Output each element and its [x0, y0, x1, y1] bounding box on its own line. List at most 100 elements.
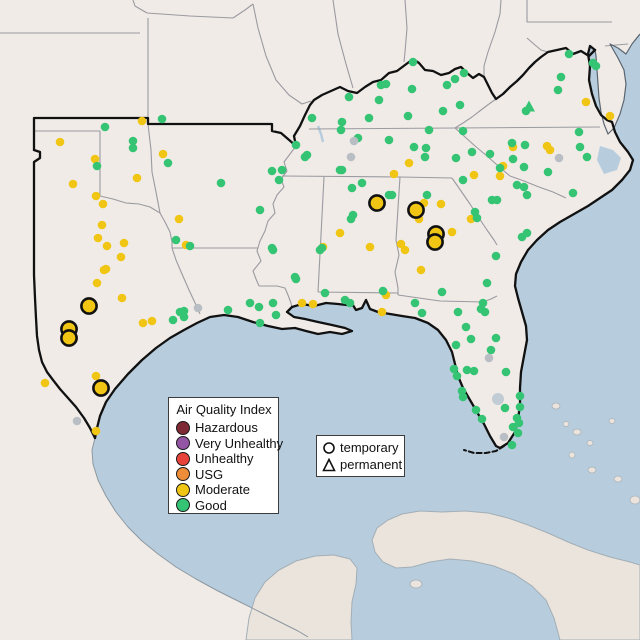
aqi-legend-item-label: Good: [195, 497, 227, 513]
station-marker-dot-moderate: [469, 170, 479, 180]
station-marker-dot-good: [408, 57, 418, 67]
station-marker-dot-moderate: [436, 199, 446, 209]
station-marker-dot-good: [291, 274, 301, 284]
aqi-legend-item: Hazardous: [176, 420, 272, 436]
station-marker-dot-good: [175, 307, 185, 317]
stations-layer: [40, 49, 615, 450]
station-marker-dot-good: [500, 403, 510, 413]
station-marker-dot-good: [556, 72, 566, 82]
aqi-swatch-icon: [176, 482, 190, 497]
station-marker-dot-good: [417, 308, 427, 318]
station-marker-dot-moderate: [55, 137, 65, 147]
station-marker-dot-good: [520, 140, 530, 150]
station-marker-dot-na: [499, 432, 509, 442]
station-marker-dot-good: [268, 298, 278, 308]
station-marker-dot-good: [267, 166, 277, 176]
aqi-legend: Air Quality Index Hazardous Very Unhealth…: [168, 397, 283, 514]
aqi-legend-item: Moderate: [176, 482, 272, 498]
pamlico-sound: [597, 146, 621, 174]
station-marker-dot-good: [245, 298, 255, 308]
station-marker-dot-good: [300, 152, 310, 162]
station-marker-dot-good: [403, 111, 413, 121]
aqi-swatch-icon: [176, 420, 190, 435]
station-marker-dot-good: [513, 428, 523, 438]
station-marker-dot-good: [337, 117, 347, 127]
station-marker-dot-moderate: [147, 316, 157, 326]
station-marker-dot-moderate: [138, 318, 148, 328]
aqi-legend-item-label: Moderate: [195, 482, 250, 498]
station-marker-dot-good: [410, 298, 420, 308]
station-marker-dot-good: [543, 167, 553, 177]
station-marker-circle-lg-moderate: [80, 297, 98, 315]
station-marker-dot-moderate: [91, 426, 101, 436]
station-marker-dot-moderate: [117, 293, 127, 303]
station-marker-dot-good: [480, 307, 490, 317]
station-marker-dot-good: [553, 85, 563, 95]
station-marker-dot-moderate: [90, 154, 100, 164]
station-marker-dot-good: [517, 232, 527, 242]
station-marker-dot-na: [193, 303, 203, 313]
station-marker-dot-moderate: [377, 307, 387, 317]
station-marker-dot-moderate: [91, 191, 101, 201]
station-marker-dot-good: [374, 95, 384, 105]
station-marker-dot-moderate: [91, 371, 101, 381]
station-marker-dot-good: [515, 402, 525, 412]
station-marker-dot-good: [515, 391, 525, 401]
temporary-circle-icon: [323, 441, 335, 454]
station-marker-dot-moderate: [92, 278, 102, 288]
region-boundary-rio-grande: [32, 148, 97, 440]
station-marker-dot-good: [409, 142, 419, 152]
station-marker-dot-good: [255, 318, 265, 328]
station-marker-dot-good: [128, 136, 138, 146]
station-marker-dot-good: [507, 138, 517, 148]
station-marker-dot-good: [307, 113, 317, 123]
station-marker-dot-good: [519, 182, 529, 192]
station-marker-circle-lg-moderate: [426, 233, 444, 251]
station-marker-dot-good: [458, 392, 468, 402]
station-marker-dot-good: [438, 106, 448, 116]
station-marker-circle-lg-moderate: [407, 201, 425, 219]
station-marker-dot-moderate: [581, 97, 591, 107]
station-marker-dot-good: [501, 367, 511, 377]
cuba-landmass: [371, 510, 640, 640]
station-marker-dot-good: [461, 322, 471, 332]
station-marker-dot-good: [453, 307, 463, 317]
station-marker-dot-moderate: [119, 238, 129, 248]
station-marker-dot-good: [564, 49, 574, 59]
station-marker-dot-good: [216, 178, 226, 188]
station-marker-circle-lg-moderate: [92, 379, 110, 397]
station-marker-dot-good: [381, 79, 391, 89]
region-boundary-inland: [32, 46, 597, 152]
shape-legend: temporary permanent: [316, 435, 405, 477]
permanent-triangle-icon: [322, 457, 336, 471]
station-marker-dot-good: [508, 154, 518, 164]
station-marker-dot-good: [472, 213, 482, 223]
station-marker-dot-good: [450, 74, 460, 84]
station-marker-dot-good: [223, 305, 233, 315]
station-marker-dot-moderate: [400, 245, 410, 255]
station-marker-dot-good: [466, 334, 476, 344]
mexico-coast: [91, 437, 309, 638]
station-marker-dot-good: [575, 142, 585, 152]
station-marker-dot-good: [171, 235, 181, 245]
station-marker-dot-good: [407, 84, 417, 94]
station-marker-dot-good: [458, 126, 468, 136]
station-marker-dot-moderate: [495, 171, 505, 181]
station-marker-dot-good: [568, 188, 578, 198]
station-marker-dot-good: [486, 345, 496, 355]
aqi-legend-items: Hazardous Very Unhealthy Unhealthy USG Moder…: [176, 420, 283, 513]
station-marker-dot-good: [451, 340, 461, 350]
station-marker-dot-good: [163, 158, 173, 168]
station-marker-dot-good: [437, 287, 447, 297]
station-marker-dot-na: [484, 353, 494, 363]
station-marker-dot-good: [274, 175, 284, 185]
station-marker-dot-moderate: [68, 179, 78, 189]
station-marker-dot-moderate: [389, 169, 399, 179]
station-marker-dot-good: [128, 143, 138, 153]
station-marker-dot-good: [491, 333, 501, 343]
station-marker-dot-good: [168, 315, 178, 325]
station-marker-dot-good: [452, 371, 462, 381]
aqi-legend-title: Air Quality Index: [176, 402, 272, 417]
station-marker-dot-moderate: [308, 299, 318, 309]
